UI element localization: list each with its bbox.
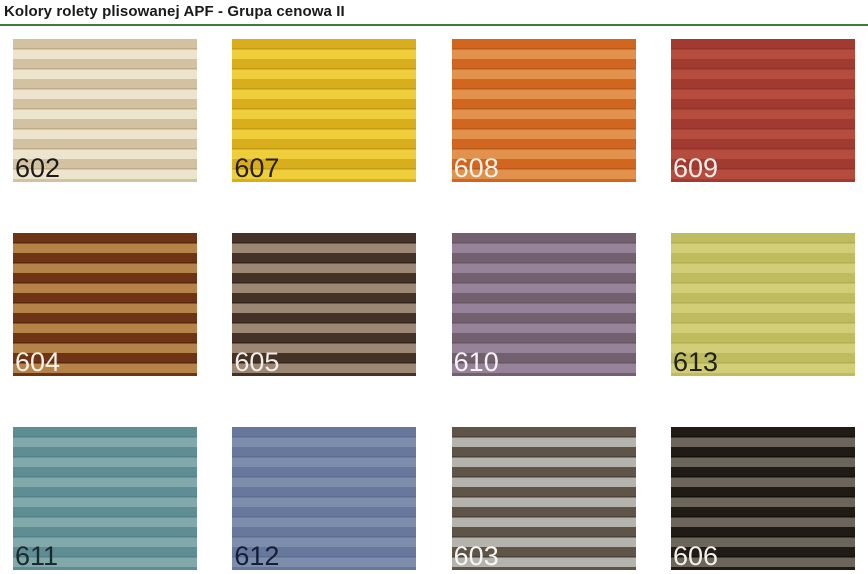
color-swatch-609: 609 xyxy=(670,39,855,183)
color-swatch-603: 603 xyxy=(451,427,636,571)
swatch-grid: 602 607 608 609 604 605 610 613 611 612 603 606 xyxy=(13,39,855,570)
swatch-code-label: 607 xyxy=(234,152,280,183)
page-title: Kolory rolety plisowanej APF - Grupa cen… xyxy=(4,3,345,20)
swatch-code-label: 610 xyxy=(453,346,499,377)
page-header: Kolory rolety plisowanej APF - Grupa cen… xyxy=(0,0,868,26)
color-swatch-606: 606 xyxy=(670,427,855,571)
swatch-code-label: 602 xyxy=(15,152,61,183)
color-swatch-602: 602 xyxy=(13,39,197,182)
swatch-code-label: 608 xyxy=(453,152,499,183)
swatch-code-label: 605 xyxy=(234,346,280,377)
color-swatch-613: 613 xyxy=(670,233,855,377)
color-swatch-612: 612 xyxy=(232,427,417,571)
color-swatch-610: 610 xyxy=(451,233,636,377)
color-swatch-607: 607 xyxy=(232,39,417,183)
swatch-code-label: 611 xyxy=(15,540,59,571)
swatch-code-label: 603 xyxy=(453,540,499,571)
color-swatch-605: 605 xyxy=(232,233,417,377)
color-swatch-604: 604 xyxy=(13,233,197,376)
swatch-code-label: 612 xyxy=(234,540,280,571)
swatch-code-label: 613 xyxy=(672,346,719,377)
swatch-code-label: 609 xyxy=(672,152,719,183)
swatch-code-label: 606 xyxy=(672,540,719,571)
color-swatch-611: 611 xyxy=(13,427,197,570)
color-swatch-608: 608 xyxy=(451,39,636,183)
swatch-code-label: 604 xyxy=(15,346,61,377)
